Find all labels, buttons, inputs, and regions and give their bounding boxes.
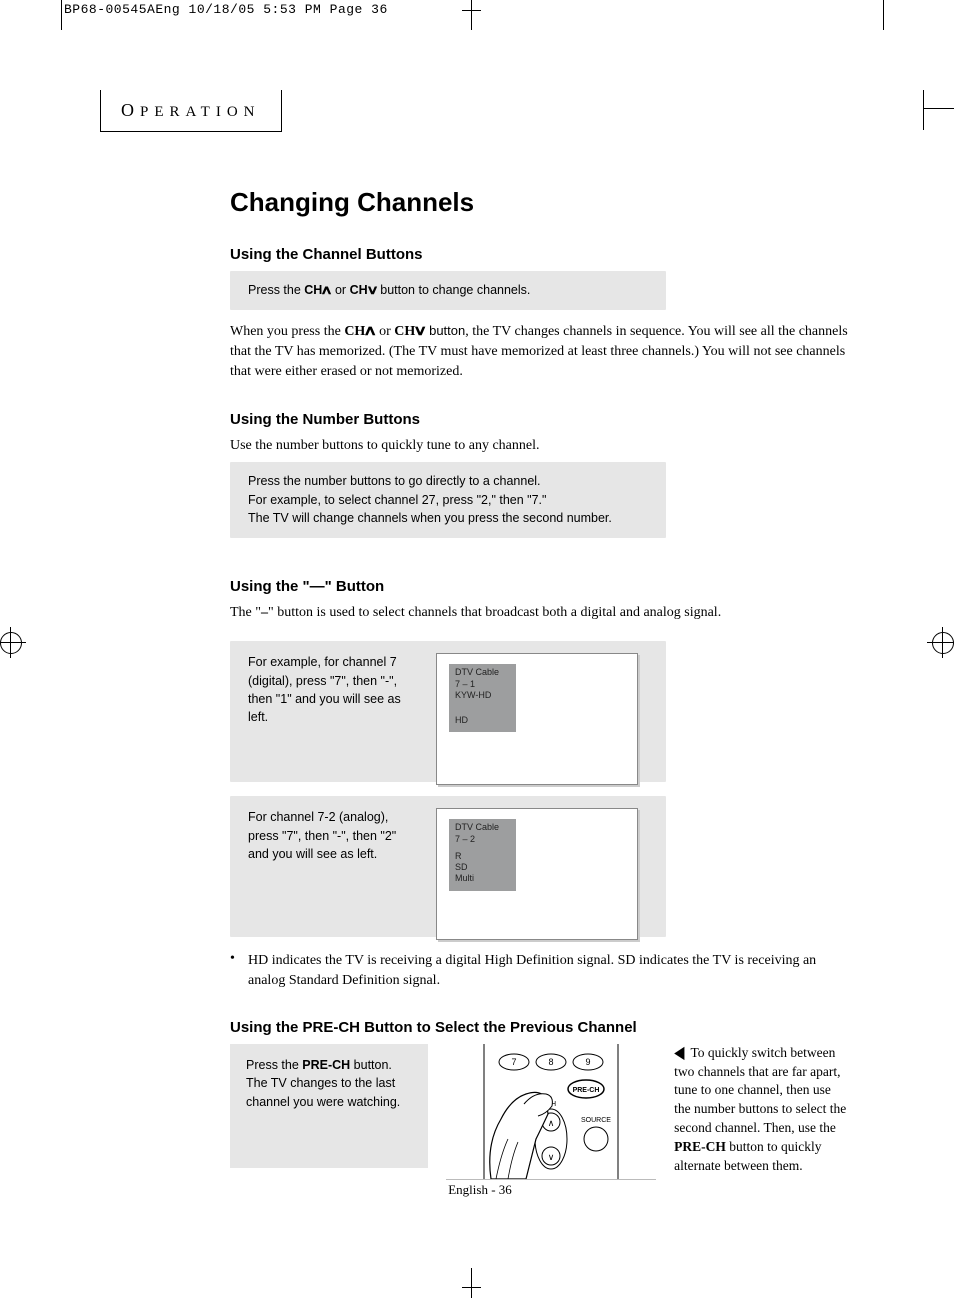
osd-line: HD (455, 715, 510, 726)
txt: CH (350, 283, 368, 297)
osd-line: KYW-HD (455, 690, 510, 701)
txt: button to change channels. (377, 283, 531, 297)
svg-text:PRE-CH: PRE-CH (573, 1087, 600, 1094)
tip-prech: ◀To quickly switch between two channels … (674, 1044, 850, 1176)
subhead-prech: Using the PRE-CH Button to Select the Pr… (230, 1019, 850, 1036)
osd-line: DTV Cable (455, 822, 510, 833)
txt: PRE-CH (302, 1058, 350, 1072)
instruction-box-ch: Press the CH∧ or CH∨ button to change ch… (230, 271, 666, 310)
tv-screen-1: DTV Cable 7 – 1 KYW-HD HD (436, 653, 638, 785)
osd-line: DTV Cable (455, 667, 510, 678)
section-first-letter: O (121, 100, 140, 120)
triangle-left-icon: ◀ (674, 1041, 684, 1066)
ex-text: For channel 7-2 (analog), press "7", the… (248, 808, 418, 862)
section-tab: OPERATION (100, 90, 282, 132)
example-box-1: For example, for channel 7 (digital), pr… (230, 641, 666, 782)
para-num: Use the number buttons to quickly tune t… (230, 436, 850, 456)
txt: For example, to select channel 27, press… (248, 491, 648, 510)
remote-btn-8: 8 (549, 1057, 554, 1067)
txt: The TV changes to the last channel you w… (246, 1074, 412, 1112)
txt: Press the number buttons to go directly … (248, 472, 648, 491)
subhead-dash-button: Using the "—" Button (230, 578, 850, 595)
txt: – (261, 605, 268, 620)
osd-line: R (455, 851, 510, 862)
page-footer: English - 36 (100, 1182, 860, 1198)
osd-line: 7 – 2 (455, 834, 510, 845)
print-header: BP68-00545AEng 10/18/05 5:53 PM Page 36 (64, 2, 388, 17)
subhead-number-buttons: Using the Number Buttons (230, 411, 850, 428)
chevron-down-icon: ∨ (413, 320, 427, 340)
osd-2: DTV Cable 7 – 2 R SD Multi (449, 819, 516, 890)
chevron-up-icon: ∧ (321, 281, 334, 300)
txt: To quickly switch between two channels t… (674, 1045, 846, 1136)
instruction-box-num: Press the number buttons to go directly … (230, 462, 666, 538)
txt: When you press the (230, 324, 344, 339)
svg-text:∧: ∧ (548, 1118, 555, 1128)
osd-line: 7 – 1 (455, 679, 510, 690)
remote-btn-9: 9 (586, 1057, 591, 1067)
chevron-down-icon: ∨ (366, 281, 379, 300)
osd-line: SD (455, 862, 510, 873)
chevron-up-icon: ∧ (363, 320, 377, 340)
tv-screen-2: DTV Cable 7 – 2 R SD Multi (436, 808, 638, 940)
txt: The TV will change channels when you pre… (248, 509, 648, 528)
page-content: OPERATION Changing Channels Using the Ch… (100, 90, 860, 1180)
txt: PRE-CH (674, 1139, 726, 1154)
remote-btn-7: 7 (512, 1057, 517, 1067)
txt: or (376, 324, 395, 339)
svg-text:SOURCE: SOURCE (581, 1117, 611, 1124)
osd-1: DTV Cable 7 – 1 KYW-HD HD (449, 664, 516, 732)
txt: The " (230, 605, 261, 620)
txt: button. (350, 1058, 392, 1072)
section-rest: PERATION (140, 104, 261, 120)
subhead-channel-buttons: Using the Channel Buttons (230, 246, 850, 263)
txt: or (332, 283, 350, 297)
instruction-box-prech: Press the PRE-CH button. The TV changes … (230, 1044, 428, 1168)
example-box-2: For channel 7-2 (analog), press "7", the… (230, 796, 666, 937)
page-title: Changing Channels (230, 187, 860, 218)
txt: Press the (248, 283, 304, 297)
bullet-icon: • (230, 951, 248, 990)
txt: " button is used to select channels that… (268, 605, 721, 620)
remote-illustration: 7 8 9 PRE-CH CH SOURCE ∧ (446, 1044, 656, 1180)
para-ch: When you press the CH∧ or CH∨ button, th… (230, 320, 850, 383)
txt: Press the (246, 1058, 302, 1072)
bullet-text: HD indicates the TV is receiving a digit… (248, 951, 850, 990)
txt: button (425, 323, 465, 338)
ex-text: For example, for channel 7 (digital), pr… (248, 653, 418, 726)
para-dash: The "–" button is used to select channel… (230, 603, 850, 623)
svg-text:∨: ∨ (548, 1152, 555, 1162)
osd-line: Multi (455, 873, 510, 884)
bullet-hd-sd: • HD indicates the TV is receiving a dig… (230, 951, 850, 990)
